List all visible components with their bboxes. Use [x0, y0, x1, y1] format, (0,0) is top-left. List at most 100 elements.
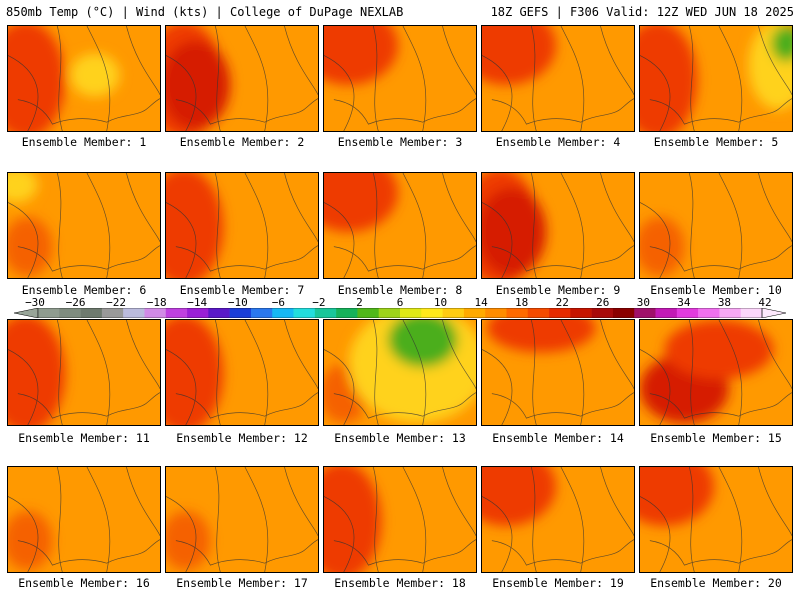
- colorbar-segment: [101, 308, 124, 318]
- colorbar-segment: [527, 308, 550, 318]
- ensemble-panel-19: [481, 466, 635, 573]
- colorbar-tick-label: 18: [515, 296, 529, 309]
- ensemble-member-label: Ensemble Member: 14: [492, 431, 624, 445]
- ensemble-member-label: Ensemble Member: 10: [650, 283, 782, 297]
- temperature-map-12: [166, 320, 318, 425]
- run-valid-time: 18Z GEFS | F306 Valid: 12Z WED JUN 18 20…: [490, 5, 794, 19]
- ensemble-member-label: Ensemble Member: 13: [334, 431, 466, 445]
- colorbar-segment: [463, 308, 486, 318]
- colorbar-segment: [506, 308, 529, 318]
- ensemble-member-label: Ensemble Member: 16: [18, 576, 150, 590]
- colorbar-segment: [698, 308, 720, 318]
- ensemble-member-label: Ensemble Member: 3: [337, 135, 463, 149]
- ensemble-panel-1: [7, 25, 161, 132]
- colorbar-tick-label: 38: [717, 296, 732, 309]
- temperature-map-3: [324, 26, 476, 131]
- ensemble-panel-10: [639, 172, 793, 279]
- colorbar-segment: [357, 308, 380, 318]
- temperature-map-9: [482, 173, 634, 278]
- temperature-map-16: [8, 467, 160, 572]
- ensemble-panel-3: [323, 25, 477, 132]
- colorbar-segment: [250, 308, 273, 318]
- ensemble-panel-17: [165, 466, 319, 573]
- colorbar-tick-label: −14: [187, 296, 208, 309]
- colorbar-segment: [80, 308, 103, 318]
- ensemble-member-label: Ensemble Member: 19: [492, 576, 624, 590]
- ensemble-panel-6: [7, 172, 161, 279]
- colorbar-segment: [165, 308, 188, 318]
- ensemble-member-label: Ensemble Member: 12: [176, 431, 308, 445]
- colorbar-segment: [655, 308, 678, 318]
- colorbar-tick-label: 22: [555, 296, 569, 309]
- temperature-map-6: [8, 173, 160, 278]
- colorbar-segment: [229, 308, 252, 318]
- temperature-colorbar: [14, 308, 786, 318]
- colorbar-segment: [740, 308, 763, 318]
- colorbar-segment: [208, 308, 230, 318]
- temperature-map-20: [640, 467, 792, 572]
- temperature-map-19: [482, 467, 634, 572]
- ensemble-panel-18: [323, 466, 477, 573]
- temperature-map-17: [166, 467, 318, 572]
- temperature-map-5: [640, 26, 792, 131]
- temperature-map-7: [166, 173, 318, 278]
- colorbar-tick-label: 10: [433, 296, 448, 309]
- ensemble-member-label: Ensemble Member: 6: [21, 283, 147, 297]
- ensemble-panel-8: [323, 172, 477, 279]
- temperature-map-4: [482, 26, 634, 131]
- colorbar-segment: [591, 308, 614, 318]
- colorbar-min-arrow: [14, 308, 39, 318]
- colorbar-segment: [570, 308, 592, 318]
- colorbar-segment: [336, 308, 358, 318]
- ensemble-panel-16: [7, 466, 161, 573]
- ensemble-member-label: Ensemble Member: 11: [18, 431, 150, 445]
- ensemble-panel-2: [165, 25, 319, 132]
- temperature-map-2: [166, 26, 318, 131]
- colorbar-segment: [421, 308, 443, 318]
- colorbar-tick-label: −18: [146, 296, 167, 309]
- ensemble-panel-12: [165, 319, 319, 426]
- ensemble-member-label: Ensemble Member: 5: [653, 135, 779, 149]
- colorbar-segment: [314, 308, 337, 318]
- colorbar-segment: [38, 308, 60, 318]
- ensemble-panel-20: [639, 466, 793, 573]
- ensemble-panel-4: [481, 25, 635, 132]
- colorbar-tick-label: −30: [25, 296, 45, 309]
- colorbar-segment: [549, 308, 571, 318]
- colorbar-segment: [378, 308, 401, 318]
- colorbar-segment: [293, 308, 316, 318]
- colorbar-tick-label: 42: [758, 296, 772, 309]
- ensemble-member-label: Ensemble Member: 7: [179, 283, 305, 297]
- ensemble-panel-14: [481, 319, 635, 426]
- temperature-map-1: [8, 26, 160, 131]
- colorbar-segment: [59, 308, 81, 318]
- colorbar-segment: [442, 308, 465, 318]
- colorbar-segment: [144, 308, 167, 318]
- colorbar-tick-label: −6: [271, 296, 285, 309]
- colorbar-segment: [612, 308, 635, 318]
- colorbar-segment: [719, 308, 742, 318]
- ensemble-panel-11: [7, 319, 161, 426]
- temperature-map-11: [8, 320, 160, 425]
- ensemble-panel-7: [165, 172, 319, 279]
- colorbar-tick-label: 6: [396, 296, 404, 309]
- temperature-map-8: [324, 173, 476, 278]
- ensemble-member-label: Ensemble Member: 4: [495, 135, 621, 149]
- colorbar-segment: [485, 308, 507, 318]
- colorbar-tick-label: −26: [65, 296, 86, 309]
- colorbar-segment: [187, 308, 209, 318]
- ensemble-member-label: Ensemble Member: 2: [179, 135, 305, 149]
- colorbar-tick-label: 30: [636, 296, 650, 309]
- colorbar-tick-label: −2: [312, 296, 326, 309]
- colorbar-tick-label: −22: [106, 296, 127, 309]
- chart-title: 850mb Temp (°C) | Wind (kts) | College o…: [6, 5, 404, 19]
- colorbar-tick-label: 14: [474, 296, 488, 309]
- colorbar-segment: [676, 308, 699, 318]
- colorbar-segment: [400, 308, 422, 318]
- ensemble-panel-9: [481, 172, 635, 279]
- ensemble-member-label: Ensemble Member: 1: [21, 135, 147, 149]
- colorbar-tick-label: 26: [596, 296, 610, 309]
- colorbar-segment: [634, 308, 656, 318]
- temperature-map-14: [482, 320, 634, 425]
- ensemble-member-label: Ensemble Member: 20: [650, 576, 782, 590]
